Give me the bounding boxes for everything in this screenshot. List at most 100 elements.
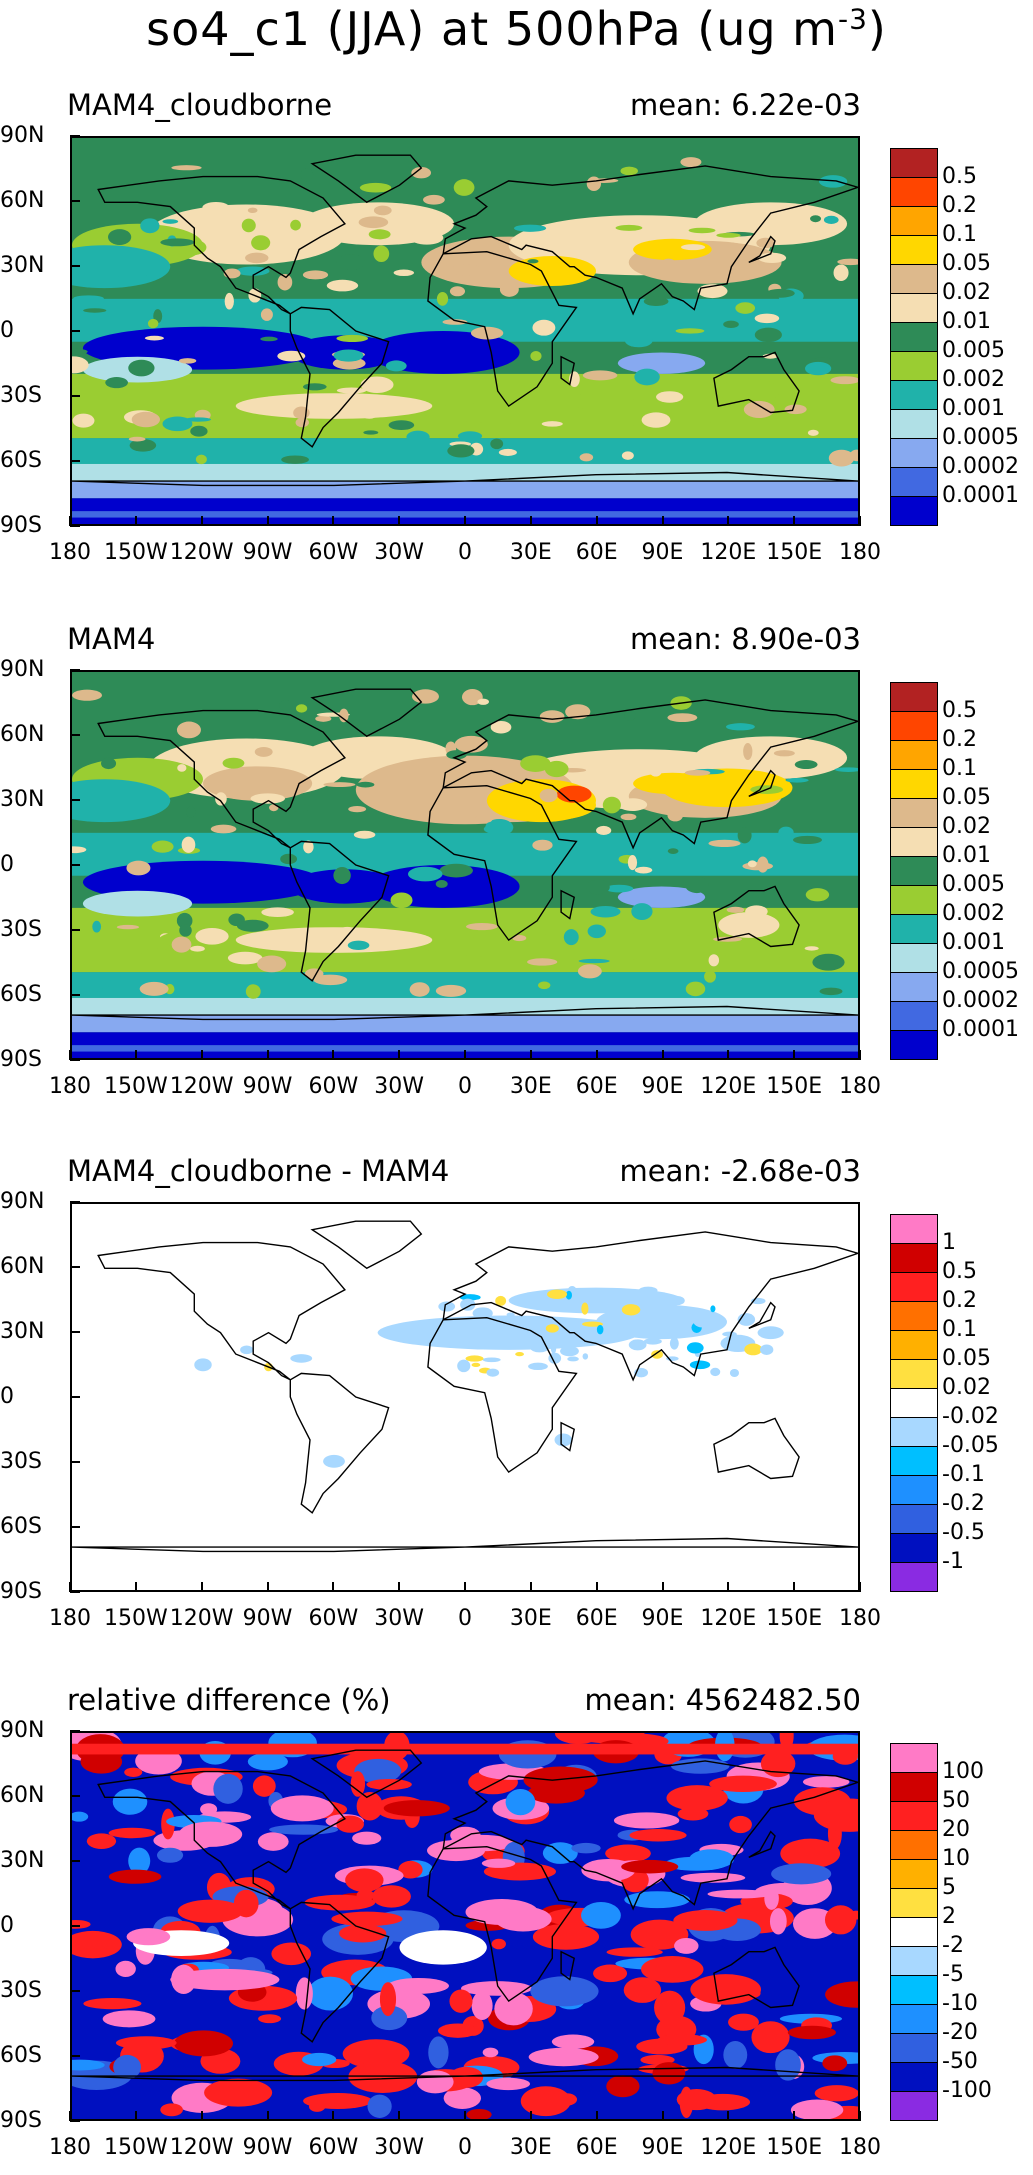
- panel-mean: mean: -2.68e-03: [619, 1154, 861, 1188]
- panel-difference: MAM4_cloudborne - MAM4 mean: -2.68e-03 9…: [0, 1154, 1033, 1659]
- colorbar-swatch: [890, 323, 938, 352]
- panel-title: relative difference (%): [67, 1683, 391, 1717]
- colorbar-label: -5: [942, 1962, 964, 1987]
- colorbar-label: 0.5: [942, 1259, 977, 1284]
- lon-tick: [859, 2111, 861, 2121]
- lon-label: 90E: [641, 2135, 684, 2160]
- colorbar-label: -50: [942, 2049, 978, 2074]
- lon-label: 180: [49, 540, 91, 565]
- lat-tick: [70, 2055, 80, 2057]
- lon-tick: [464, 1050, 466, 1060]
- colorbar-label: -0.5: [942, 1520, 985, 1545]
- lat-label: 90N: [0, 657, 45, 682]
- lon-label: 120W: [169, 1074, 234, 1099]
- lon-tick: [332, 2111, 335, 2121]
- colorbar-label: 0.0001: [942, 483, 1019, 508]
- colorbar-swatch: [890, 265, 938, 294]
- colorbar-swatch: [890, 1563, 938, 1592]
- colorbar-swatch: [890, 1331, 938, 1360]
- colorbar-label: -10: [942, 1991, 978, 2016]
- colorbar-label: -0.2: [942, 1491, 985, 1516]
- lon-label: 120W: [169, 2135, 234, 2160]
- lon-tick: [595, 2111, 598, 2121]
- colorbar-swatch: [890, 973, 938, 1002]
- lon-tick: [793, 1050, 796, 1060]
- lon-label: 0: [458, 1074, 472, 1099]
- lon-tick: [859, 516, 861, 526]
- colorbar-swatch: [890, 148, 938, 178]
- colorbar-swatch: [890, 439, 938, 468]
- colorbar-swatch: [890, 1244, 938, 1273]
- lat-label: 60S: [0, 982, 42, 1007]
- colorbar-label: -0.05: [942, 1433, 999, 1458]
- colorbar-label: -1: [942, 1549, 964, 1574]
- colorbar-label: 0.05: [942, 785, 991, 810]
- colorbar: [890, 148, 938, 526]
- colorbar: [890, 1743, 938, 2121]
- lat-tick: [70, 864, 80, 866]
- figure-title-text: so4_c1 (JJA) at 500hPa (ug m: [146, 2, 838, 56]
- lon-tick: [529, 516, 532, 526]
- colorbar-swatch: [890, 1389, 938, 1418]
- colorbar-label: 0.05: [942, 251, 991, 276]
- colorbar-swatch: [890, 236, 938, 265]
- lat-tick: [70, 1331, 80, 1333]
- figure-title: so4_c1 (JJA) at 500hPa (ug m-3): [0, 2, 1033, 56]
- colorbar-label: -0.02: [942, 1404, 999, 1429]
- lon-tick: [200, 516, 203, 526]
- colorbar: [890, 1214, 938, 1592]
- colorbar-swatch: [890, 2034, 938, 2063]
- colorbar-swatch: [890, 741, 938, 770]
- lon-tick: [69, 516, 71, 526]
- colorbar-swatch: [890, 1802, 938, 1831]
- lat-tick: [70, 1201, 80, 1203]
- lon-tick: [529, 1050, 532, 1060]
- lon-label: 150E: [766, 540, 823, 565]
- colorbar-swatch: [890, 1773, 938, 1802]
- lon-label: 180: [49, 1606, 91, 1631]
- lon-label: 30W: [374, 1606, 425, 1631]
- colorbar-label: 0.002: [942, 367, 1005, 392]
- colorbar-label: 0.1: [942, 222, 977, 247]
- colorbar-swatch: [890, 1418, 938, 1447]
- lat-tick: [70, 1059, 80, 1061]
- lon-tick: [727, 516, 730, 526]
- panel-mean: mean: 4562482.50: [584, 1683, 861, 1717]
- lon-tick: [69, 1582, 71, 1592]
- colorbar-swatch: [890, 178, 938, 207]
- colorbar-label: 0.0001: [942, 1017, 1019, 1042]
- lat-label: 90N: [0, 1718, 45, 1743]
- colorbar-swatch: [890, 1534, 938, 1563]
- colorbar-swatch: [890, 2092, 938, 2121]
- lon-tick: [793, 2111, 796, 2121]
- colorbar-swatch: [890, 682, 938, 712]
- colorbar-label: 1: [942, 1230, 956, 1255]
- lon-tick: [464, 2111, 466, 2121]
- colorbar-label: 0.005: [942, 872, 1005, 897]
- lon-label: 180: [49, 1074, 91, 1099]
- lat-tick: [70, 1396, 80, 1398]
- colorbar-label: 0.2: [942, 1288, 977, 1313]
- lon-label: 150E: [766, 1074, 823, 1099]
- colorbar-swatch: [890, 828, 938, 857]
- colorbar-label: 0.2: [942, 727, 977, 752]
- lon-label: 90W: [242, 2135, 293, 2160]
- lat-tick: [70, 135, 80, 137]
- colorbar-swatch: [890, 857, 938, 886]
- lon-label: 60E: [575, 540, 618, 565]
- lat-label: 60N: [0, 1254, 45, 1279]
- lat-label: 90S: [0, 1579, 42, 1604]
- colorbar-swatch: [890, 1976, 938, 2005]
- colorbar-swatch: [890, 294, 938, 323]
- lat-tick: [70, 460, 80, 462]
- colorbar-swatch: [890, 915, 938, 944]
- lon-tick: [398, 516, 401, 526]
- panel-mean: mean: 6.22e-03: [629, 88, 861, 122]
- lat-tick: [70, 1266, 80, 1268]
- panel-mam4: MAM4 mean: 8.90e-03 90N 60N 30N 0 30S 60S 90S 1…: [0, 622, 1033, 1127]
- lon-tick: [595, 516, 598, 526]
- lat-tick: [70, 929, 80, 931]
- colorbar-swatch: [890, 352, 938, 381]
- lat-tick: [70, 1526, 80, 1528]
- lat-label: 30N: [0, 787, 45, 812]
